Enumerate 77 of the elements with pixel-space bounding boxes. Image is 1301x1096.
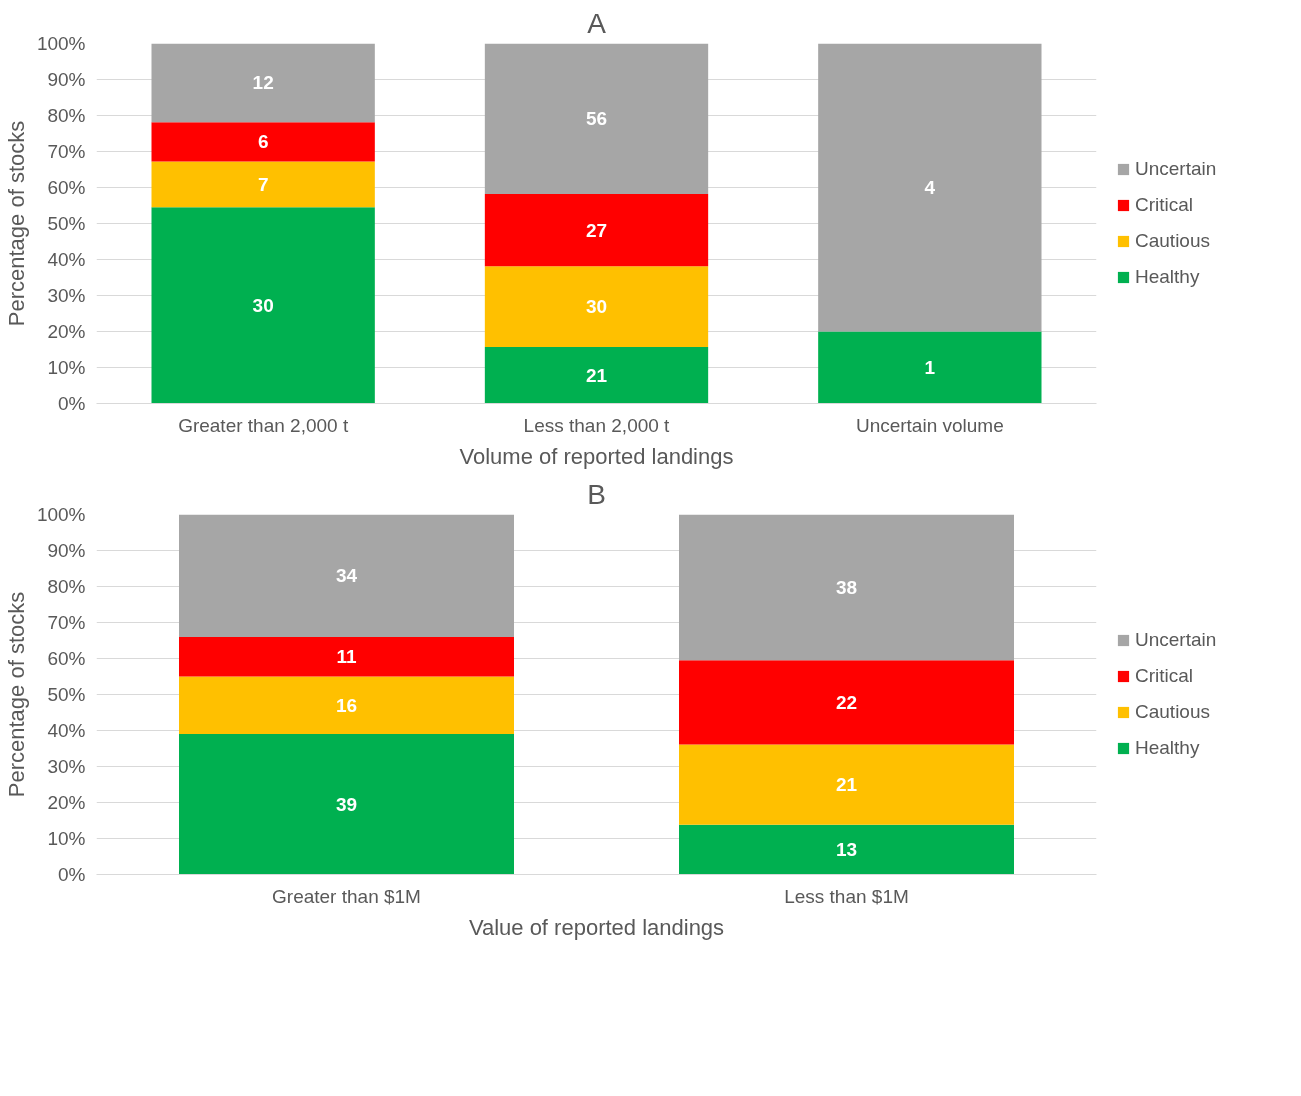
y-tick-label: 40% bbox=[47, 249, 86, 270]
y-tick-label: 40% bbox=[47, 720, 86, 741]
y-tick-label: 50% bbox=[47, 684, 86, 705]
y-tick-label: 0% bbox=[58, 864, 86, 885]
x-tick-label: Greater than 2,000 t bbox=[178, 414, 349, 436]
annotation: 56 bbox=[585, 108, 608, 130]
y-tick-label: 10% bbox=[47, 828, 86, 849]
bar bbox=[179, 676, 514, 735]
chart-title: A bbox=[587, 7, 607, 39]
y-tick-label: 70% bbox=[47, 612, 86, 633]
y-tick-label: 20% bbox=[47, 321, 86, 342]
y-tick-label: 30% bbox=[47, 756, 86, 777]
annotation: 39 bbox=[335, 793, 358, 815]
bar bbox=[679, 660, 1014, 745]
y-tick-label: 30% bbox=[47, 285, 86, 306]
annotation: 13 bbox=[835, 839, 858, 861]
y-tick-label: 100% bbox=[36, 504, 86, 525]
annotation: 12 bbox=[252, 72, 274, 94]
bar bbox=[179, 636, 514, 677]
y-tick-label: 50% bbox=[47, 213, 86, 234]
y-tick-label: 80% bbox=[47, 576, 86, 597]
bar bbox=[151, 43, 375, 123]
y-tick-label: 0% bbox=[58, 393, 86, 414]
legend-label: Uncertain bbox=[1135, 629, 1217, 651]
bar bbox=[484, 346, 709, 404]
annotation: 7 bbox=[257, 173, 269, 195]
legend-label: Cautious bbox=[1135, 230, 1210, 252]
bar bbox=[151, 161, 375, 208]
legend-label: Healthy bbox=[1135, 266, 1200, 288]
annotation: 21 bbox=[835, 774, 858, 796]
x-tick-label: Uncertain volume bbox=[855, 414, 1004, 436]
bar bbox=[179, 514, 514, 637]
annotation: 1 bbox=[924, 357, 936, 378]
legend-label: Uncertain bbox=[1135, 158, 1217, 180]
bar bbox=[679, 514, 1014, 661]
annotation: 4 bbox=[924, 177, 936, 198]
y-tick-label: 60% bbox=[47, 177, 86, 198]
y-tick-label: 90% bbox=[47, 69, 86, 90]
y-tick-label: 70% bbox=[47, 141, 86, 162]
bar bbox=[679, 744, 1014, 825]
annotation: 11 bbox=[336, 646, 357, 668]
y-tick-label: 10% bbox=[47, 357, 86, 378]
y-axis-title: Percentage of stocks bbox=[3, 120, 29, 327]
y-tick-label: 20% bbox=[47, 792, 86, 813]
x-axis-title: Volume of reported landings bbox=[459, 443, 734, 469]
legend-label: Critical bbox=[1135, 665, 1194, 687]
legend-label: Cautious bbox=[1135, 701, 1210, 723]
y-tick-label: 90% bbox=[47, 540, 86, 561]
bar bbox=[484, 43, 709, 194]
x-axis-title: Value of reported landings bbox=[468, 914, 725, 940]
x-tick-label: Less than $1M bbox=[784, 885, 909, 907]
y-tick-label: 60% bbox=[47, 648, 86, 669]
bar bbox=[484, 266, 709, 347]
annotation: 16 bbox=[335, 694, 358, 716]
legend-label: Healthy bbox=[1135, 737, 1200, 759]
y-tick-label: 100% bbox=[36, 33, 86, 54]
bar bbox=[484, 193, 709, 267]
annotation: 27 bbox=[585, 219, 608, 241]
x-tick-label: Greater than $1M bbox=[272, 885, 421, 907]
annotation: 6 bbox=[257, 131, 269, 153]
bar bbox=[179, 734, 514, 875]
chart-title: B bbox=[587, 478, 606, 510]
x-tick-label: Less than 2,000 t bbox=[523, 414, 671, 436]
annotation: 30 bbox=[585, 296, 608, 318]
bar bbox=[818, 331, 1042, 404]
y-axis-title: Percentage of stocks bbox=[3, 591, 29, 798]
y-tick-label: 80% bbox=[47, 105, 86, 126]
annotation: 21 bbox=[585, 364, 608, 386]
annotation: 34 bbox=[335, 565, 358, 587]
annotation: 30 bbox=[252, 294, 274, 316]
bar bbox=[818, 43, 1042, 332]
bar bbox=[151, 122, 375, 162]
annotation: 38 bbox=[835, 576, 858, 598]
annotation: 22 bbox=[835, 691, 858, 713]
bar bbox=[679, 824, 1014, 875]
legend-label: Critical bbox=[1135, 194, 1194, 216]
bar bbox=[151, 207, 375, 404]
